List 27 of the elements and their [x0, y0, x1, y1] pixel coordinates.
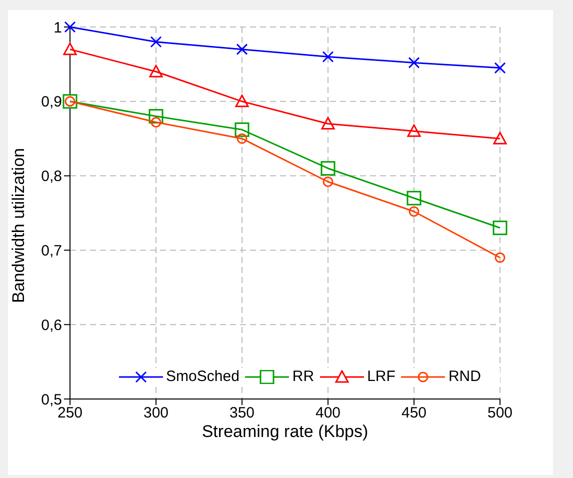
point [236, 133, 248, 144]
x-tick-label: 450 [401, 404, 427, 422]
point [494, 62, 506, 74]
y-axis-title: Bandwidth utilization [9, 148, 28, 303]
legend-label: SmoSched [166, 368, 240, 385]
x-axis-title: Streaming rate (Kbps) [202, 422, 368, 441]
legend-label: LRF [367, 368, 396, 385]
point [408, 206, 420, 217]
x-tick-label: 500 [487, 404, 513, 422]
legend-label: RND [448, 368, 481, 385]
legend-label: RR [292, 368, 314, 385]
point [322, 176, 334, 187]
point [493, 132, 507, 144]
point [492, 220, 508, 236]
y-tick-label: 0,8 [41, 168, 62, 186]
point [322, 51, 334, 63]
x-tick-label: 300 [143, 404, 169, 422]
x-tick-label: 400 [315, 404, 341, 422]
point [150, 36, 162, 48]
y-tick-label: 0,7 [41, 242, 62, 260]
x-tick-label: 350 [229, 404, 255, 422]
y-tick-label: 0,9 [41, 94, 62, 111]
y-tick-label: 0,6 [41, 316, 62, 334]
point [408, 56, 420, 68]
point [236, 44, 248, 56]
point [494, 252, 506, 263]
y-tick-label: 1 [54, 19, 62, 36]
